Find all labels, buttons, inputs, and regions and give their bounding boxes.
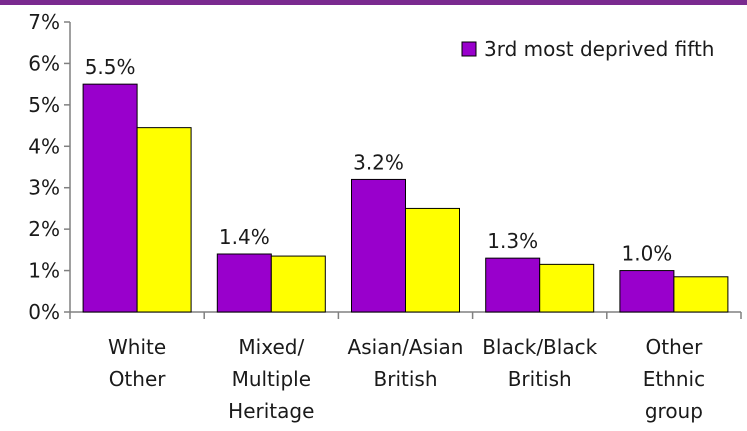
top-accent-bar [0,0,747,5]
data-label: 5.5% [85,55,136,79]
x-category-label-line: group [645,399,703,423]
x-category-label-line: Heritage [228,399,314,423]
bar-series-1 [82,83,138,313]
data-label: 1.4% [219,225,270,249]
y-tick-label: 1% [28,259,60,283]
legend-label: 3rd most deprived fifth [484,37,714,61]
x-category-label-line: British [508,367,572,391]
x-category-label-line: British [374,367,438,391]
bar-series-1 [216,253,272,313]
bar-series-2 [539,263,595,313]
data-label: 3.2% [353,150,404,174]
bar-series-1 [485,257,541,313]
bar-series-2 [136,127,192,313]
bar-series-1 [351,178,406,313]
y-tick-label: 5% [28,93,60,117]
y-tick-label: 0% [28,300,60,324]
x-category-label-line: Mixed/ [238,335,304,359]
x-category-label: Mixed/Multiple Heritage [228,335,314,423]
y-tick-label: 7% [28,10,60,34]
x-category-label: Other Ethnic group [643,335,705,423]
x-category-label: Black/Black British [482,335,597,391]
legend-swatch [461,41,477,57]
bars [82,83,729,313]
data-label: 1.0% [621,242,672,266]
legend: 3rd most deprived fifth [461,37,714,61]
x-category-label-line: Other [109,367,167,391]
y-tick-label: 3% [28,176,60,200]
x-category-label: Asian/Asian British [348,335,464,391]
x-category-label-line: Black/Black [482,335,597,359]
x-category-label-line: Asian/Asian [348,335,464,359]
bar-series-2 [405,207,460,313]
x-category-label-line: Other [646,335,704,359]
bar-series-1 [619,270,675,313]
x-category-label-line: White [108,335,166,359]
y-tick-label: 4% [28,134,60,158]
y-tick-label: 2% [28,217,60,241]
x-category-label: White Other [108,335,166,391]
data-label: 1.3% [487,229,538,253]
bar-series-2 [270,255,326,313]
x-category-label-line: Ethnic [643,367,705,391]
x-category-label-line: Multiple [232,367,311,391]
y-tick-label: 6% [28,51,60,75]
labels: 5.5% White Other 1.4% Mixed/Multiple Heritage… [85,55,705,423]
bar-series-2 [673,276,729,313]
